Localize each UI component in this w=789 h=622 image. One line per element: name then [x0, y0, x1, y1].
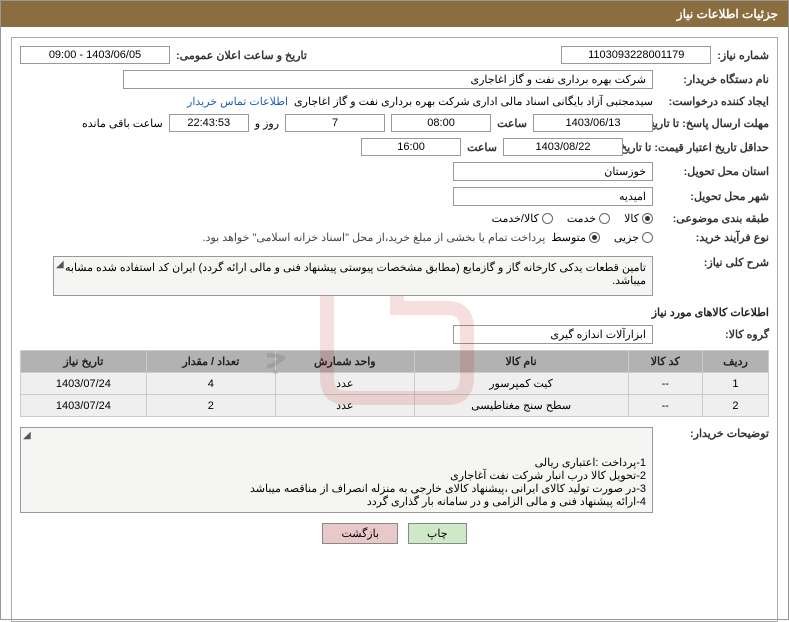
- radio-medium[interactable]: متوسط: [551, 231, 600, 244]
- days-and: روز و: [255, 117, 279, 130]
- table-header: کد کالا: [628, 351, 702, 373]
- notes-label: توضیحات خریدار:: [659, 427, 769, 440]
- table-row: 2--سطح سنج مغناطیسیعدد21403/07/24: [21, 395, 769, 417]
- buyer-org-value: شرکت بهره برداری نفت و گاز اغاجاری: [123, 70, 653, 89]
- city-label: شهر محل تحویل:: [659, 190, 769, 203]
- validity-time: 16:00: [361, 138, 461, 156]
- requester-value: سیدمجتبی آزاد بایگانی اسناد مالی اداری ش…: [294, 95, 653, 108]
- announce-label: تاریخ و ساعت اعلان عمومی:: [176, 49, 307, 62]
- announce-value: 1403/06/05 - 09:00: [20, 46, 170, 64]
- requester-label: ایجاد کننده درخواست:: [659, 95, 769, 108]
- contact-link[interactable]: اطلاعات تماس خریدار: [187, 95, 288, 108]
- table-header: ردیف: [702, 351, 768, 373]
- table-row: 1--کیت کمپرسورعدد41403/07/24: [21, 373, 769, 395]
- group-label: گروه کالا:: [659, 328, 769, 341]
- time-remaining: 22:43:53: [169, 114, 249, 132]
- province-label: استان محل تحویل:: [659, 165, 769, 178]
- table-header: نام کالا: [414, 351, 628, 373]
- province-value: خوزستان: [453, 162, 653, 181]
- purchase-note: پرداخت تمام یا بخشی از مبلغ خرید،از محل …: [203, 231, 546, 244]
- radio-service[interactable]: خدمت: [567, 212, 610, 225]
- table-header: واحد شمارش: [275, 351, 414, 373]
- deadline-date: 1403/06/13: [533, 114, 653, 132]
- radio-goods-service[interactable]: کالا/خدمت: [492, 212, 553, 225]
- back-button[interactable]: بازگشت: [322, 523, 398, 544]
- print-button[interactable]: چاپ: [408, 523, 467, 544]
- validity-label: حداقل تاریخ اعتبار قیمت: تا تاریخ:: [629, 141, 769, 154]
- time-label-2: ساعت: [467, 141, 497, 154]
- table-header: تعداد / مقدار: [146, 351, 275, 373]
- buyer-org-label: نام دستگاه خریدار:: [659, 73, 769, 86]
- header-title: جزئیات اطلاعات نیاز: [677, 7, 778, 21]
- page-header: جزئیات اطلاعات نیاز: [1, 1, 788, 27]
- need-no-value: 1103093228001179: [561, 46, 711, 64]
- remaining-suffix: ساعت باقی مانده: [82, 117, 163, 130]
- items-section-title: اطلاعات کالاهای مورد نیاز: [20, 306, 769, 319]
- table-header: تاریخ نیاز: [21, 351, 147, 373]
- radio-small[interactable]: جزیی: [614, 231, 653, 244]
- radio-goods[interactable]: کالا: [624, 212, 653, 225]
- deadline-time: 08:00: [391, 114, 491, 132]
- deadline-label: مهلت ارسال پاسخ: تا تاریخ:: [659, 117, 769, 130]
- days-remaining: 7: [285, 114, 385, 132]
- validity-date: 1403/08/22: [503, 138, 623, 156]
- notes-textarea[interactable]: ◢ 1-پرداخت :اعتباری ریالی 2-تحویل کالا د…: [20, 427, 653, 513]
- city-value: امیدیه: [453, 187, 653, 206]
- purchase-type-label: نوع فرآیند خرید:: [659, 231, 769, 244]
- items-table: ردیفکد کالانام کالاواحد شمارشتعداد / مقد…: [20, 350, 769, 417]
- need-no-label: شماره نیاز:: [717, 49, 769, 62]
- group-value: ابزارآلات اندازه گیری: [453, 325, 653, 344]
- category-label: طبقه بندی موضوعی:: [659, 212, 769, 225]
- desc-textarea[interactable]: ◢ تامین قطعات یدکی کارخانه گاز و گازمایع…: [53, 256, 653, 296]
- resize-icon: ◢: [56, 259, 64, 270]
- desc-label: شرح کلی نیاز:: [659, 256, 769, 269]
- time-label-1: ساعت: [497, 117, 527, 130]
- resize-icon-2: ◢: [23, 430, 31, 441]
